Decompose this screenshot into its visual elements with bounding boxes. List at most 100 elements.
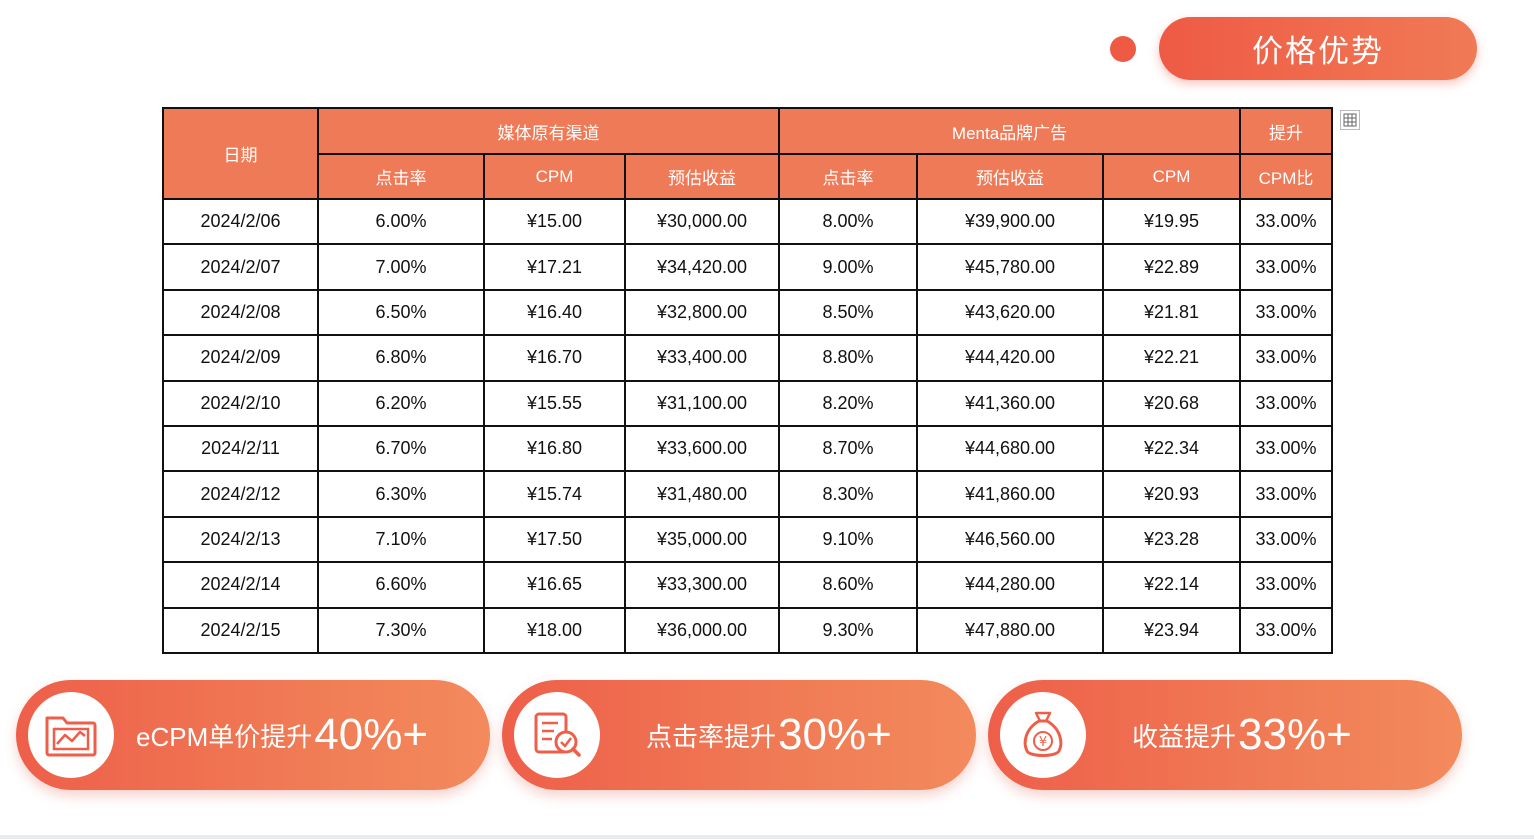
table-cell: 8.60% — [778, 561, 919, 609]
table-cell: ¥15.00 — [483, 197, 626, 246]
table-cell: 33.00% — [1239, 561, 1334, 609]
date-cell: 2024/2/13 — [162, 515, 319, 564]
table-cell: ¥22.34 — [1102, 424, 1242, 473]
date-cell: 2024/2/08 — [162, 288, 319, 337]
table-cell: 6.60% — [317, 561, 485, 609]
table-cell: 6.50% — [317, 288, 485, 337]
column-header: 预估收益 — [916, 153, 1105, 200]
table-cell: 9.10% — [778, 515, 919, 564]
table-cell: ¥23.28 — [1102, 515, 1242, 564]
table-cell: ¥16.80 — [483, 424, 626, 473]
table-cell: 7.00% — [317, 243, 485, 291]
table-row: 2024/2/07 7.00% ¥17.21 ¥34,420.00 9.00% ¥45,7… — [162, 243, 1334, 291]
table-cell: ¥30,000.00 — [623, 197, 781, 246]
table-cell: ¥33,600.00 — [623, 424, 781, 473]
table-cell: 6.20% — [317, 379, 485, 427]
column-header: CPM — [483, 153, 626, 200]
table-cell: ¥45,780.00 — [916, 243, 1105, 291]
table-cell: 9.30% — [778, 606, 919, 654]
bottom-divider — [0, 835, 1534, 839]
date-header: 日期 — [162, 107, 319, 200]
table-cell: ¥43,620.00 — [916, 288, 1105, 337]
ecpm-badge: eCPM单价提升 40%+ — [16, 680, 490, 790]
table-row: 2024/2/12 6.30% ¥15.74 ¥31,480.00 8.30% ¥41,8… — [162, 470, 1334, 518]
group-header-menta: Menta品牌广告 — [778, 107, 1242, 155]
badge-text: 收益提升 — [1132, 721, 1237, 752]
table-cell: ¥22.89 — [1102, 243, 1242, 291]
badge-value: 40%+ — [314, 710, 429, 759]
table-cell: ¥46,560.00 — [916, 515, 1105, 564]
page-title: 价格优势 — [1159, 17, 1477, 80]
table-row: 2024/2/10 6.20% ¥15.55 ¥31,100.00 8.20% ¥41,3… — [162, 379, 1334, 427]
table-cell: 33.00% — [1239, 515, 1334, 564]
svg-text:¥: ¥ — [1039, 735, 1047, 750]
table-cell: 8.20% — [778, 379, 919, 427]
table-row: 2024/2/11 6.70% ¥16.80 ¥33,600.00 8.70% ¥44,6… — [162, 424, 1334, 473]
revenue-badge: ¥ 收益提升 33%+ — [988, 680, 1462, 790]
comparison-table: 日期 媒体原有渠道 Menta品牌广告 提升 点击率 CPM 预估收益 点击率 … — [162, 107, 1334, 654]
column-header: CPM比 — [1239, 153, 1334, 200]
table-cell: 9.00% — [778, 243, 919, 291]
chart-folder-icon — [45, 716, 97, 757]
badge-icon-circle — [28, 692, 114, 778]
badge-icon-circle — [514, 692, 600, 778]
table-cell: ¥20.68 — [1102, 379, 1242, 427]
table-cell: 8.30% — [778, 470, 919, 518]
date-cell: 2024/2/09 — [162, 334, 319, 382]
table-cell: ¥41,360.00 — [916, 379, 1105, 427]
table-cell: ¥17.21 — [483, 243, 626, 291]
click-rate-badge: 点击率提升 30%+ — [502, 680, 976, 790]
expand-table-icon[interactable] — [1340, 110, 1360, 130]
table-cell: ¥16.70 — [483, 334, 626, 382]
group-header-media: 媒体原有渠道 — [316, 107, 781, 155]
table-cell: ¥41,860.00 — [916, 470, 1105, 518]
table-cell: ¥44,680.00 — [916, 424, 1105, 473]
date-cell: 2024/2/11 — [162, 424, 319, 473]
badge-label: 点击率提升 30%+ — [646, 680, 892, 790]
table-cell: ¥23.94 — [1102, 606, 1242, 654]
table-cell: ¥16.65 — [483, 561, 626, 609]
table-cell: 6.80% — [317, 334, 485, 382]
table-cell: ¥47,880.00 — [916, 606, 1105, 654]
table-cell: ¥39,900.00 — [916, 197, 1105, 246]
table-cell: ¥33,300.00 — [623, 561, 781, 609]
table-cell: ¥15.74 — [483, 470, 626, 518]
date-cell: 2024/2/10 — [162, 379, 319, 427]
table-cell: ¥32,800.00 — [623, 288, 781, 337]
column-header: 预估收益 — [623, 153, 781, 200]
badge-text: eCPM单价提升 — [136, 721, 313, 752]
table-cell: 33.00% — [1239, 606, 1334, 654]
table-cell: 33.00% — [1239, 424, 1334, 473]
table-row: 2024/2/15 7.30% ¥18.00 ¥36,000.00 9.30% ¥47,8… — [162, 606, 1334, 654]
table-cell: 6.70% — [317, 424, 485, 473]
table-cell: 7.10% — [317, 515, 485, 564]
table-cell: 8.80% — [778, 334, 919, 382]
table-cell: ¥17.50 — [483, 515, 626, 564]
table-cell: ¥22.21 — [1102, 334, 1242, 382]
table-row: 2024/2/13 7.10% ¥17.50 ¥35,000.00 9.10% ¥46,5… — [162, 515, 1334, 564]
group-header-lift: 提升 — [1239, 107, 1334, 155]
date-cell: 2024/2/07 — [162, 243, 319, 291]
column-header: 点击率 — [778, 153, 919, 200]
table-cell: ¥19.95 — [1102, 197, 1242, 246]
table-cell: ¥20.93 — [1102, 470, 1242, 518]
date-cell: 2024/2/12 — [162, 470, 319, 518]
table-cell: ¥15.55 — [483, 379, 626, 427]
date-cell: 2024/2/06 — [162, 197, 319, 246]
table-row: 2024/2/14 6.60% ¥16.65 ¥33,300.00 8.60% ¥44,2… — [162, 561, 1334, 609]
badge-value: 30%+ — [778, 710, 892, 759]
column-header: 点击率 — [317, 153, 485, 200]
title-dot — [1110, 36, 1136, 62]
table-cell: ¥18.00 — [483, 606, 626, 654]
table-cell: ¥34,420.00 — [623, 243, 781, 291]
table-cell: 33.00% — [1239, 197, 1334, 246]
table-cell: ¥16.40 — [483, 288, 626, 337]
table-cell: 7.30% — [317, 606, 485, 654]
table-cell: ¥31,100.00 — [623, 379, 781, 427]
table-cell: 33.00% — [1239, 243, 1334, 291]
table-cell: 8.00% — [778, 197, 919, 246]
table-cell: ¥21.81 — [1102, 288, 1242, 337]
table-cell: 6.00% — [317, 197, 485, 246]
badge-label: eCPM单价提升 40%+ — [136, 680, 428, 790]
document-magnifier-icon — [534, 712, 581, 757]
